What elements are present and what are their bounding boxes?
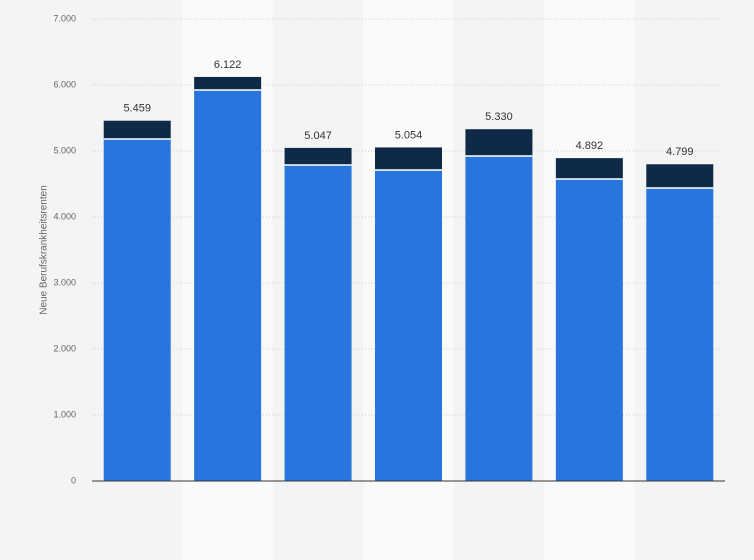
total-label: 4.892: [576, 140, 604, 152]
bar-segment: [375, 147, 442, 171]
bar-segment: [284, 164, 352, 481]
y-tick-label: 6.000: [53, 79, 76, 89]
y-tick-label: 5.000: [53, 145, 76, 155]
bar-segment: [465, 156, 533, 482]
bar-segment: [465, 129, 533, 157]
total-label: 5.330: [485, 111, 513, 123]
bar-segment: [284, 147, 352, 165]
y-tick-label: 7.000: [53, 13, 76, 23]
bar-segment: [646, 188, 714, 481]
y-tick-label: 0: [71, 475, 76, 485]
total-label: 5.459: [123, 103, 151, 115]
bar-segment: [555, 178, 623, 481]
bar-segment: [103, 120, 171, 139]
bar-segment: [103, 138, 171, 481]
bar-segment: [646, 164, 714, 189]
bar-segment: [194, 76, 262, 91]
total-label: 6.122: [214, 59, 242, 71]
total-label: 5.047: [304, 130, 332, 142]
y-tick-label: 3.000: [53, 277, 76, 287]
y-tick-label: 4.000: [53, 211, 76, 221]
bar-segment: [375, 170, 442, 481]
bar-segment: [555, 158, 623, 179]
total-label: 5.054: [395, 129, 423, 141]
total-label: 4.799: [666, 146, 694, 158]
bar-segment: [194, 90, 262, 482]
y-tick-label: 2.000: [53, 343, 76, 353]
y-tick-label: 1.000: [53, 409, 76, 419]
y-axis-label: Neue Berufskrankheitsrenten: [39, 185, 50, 315]
